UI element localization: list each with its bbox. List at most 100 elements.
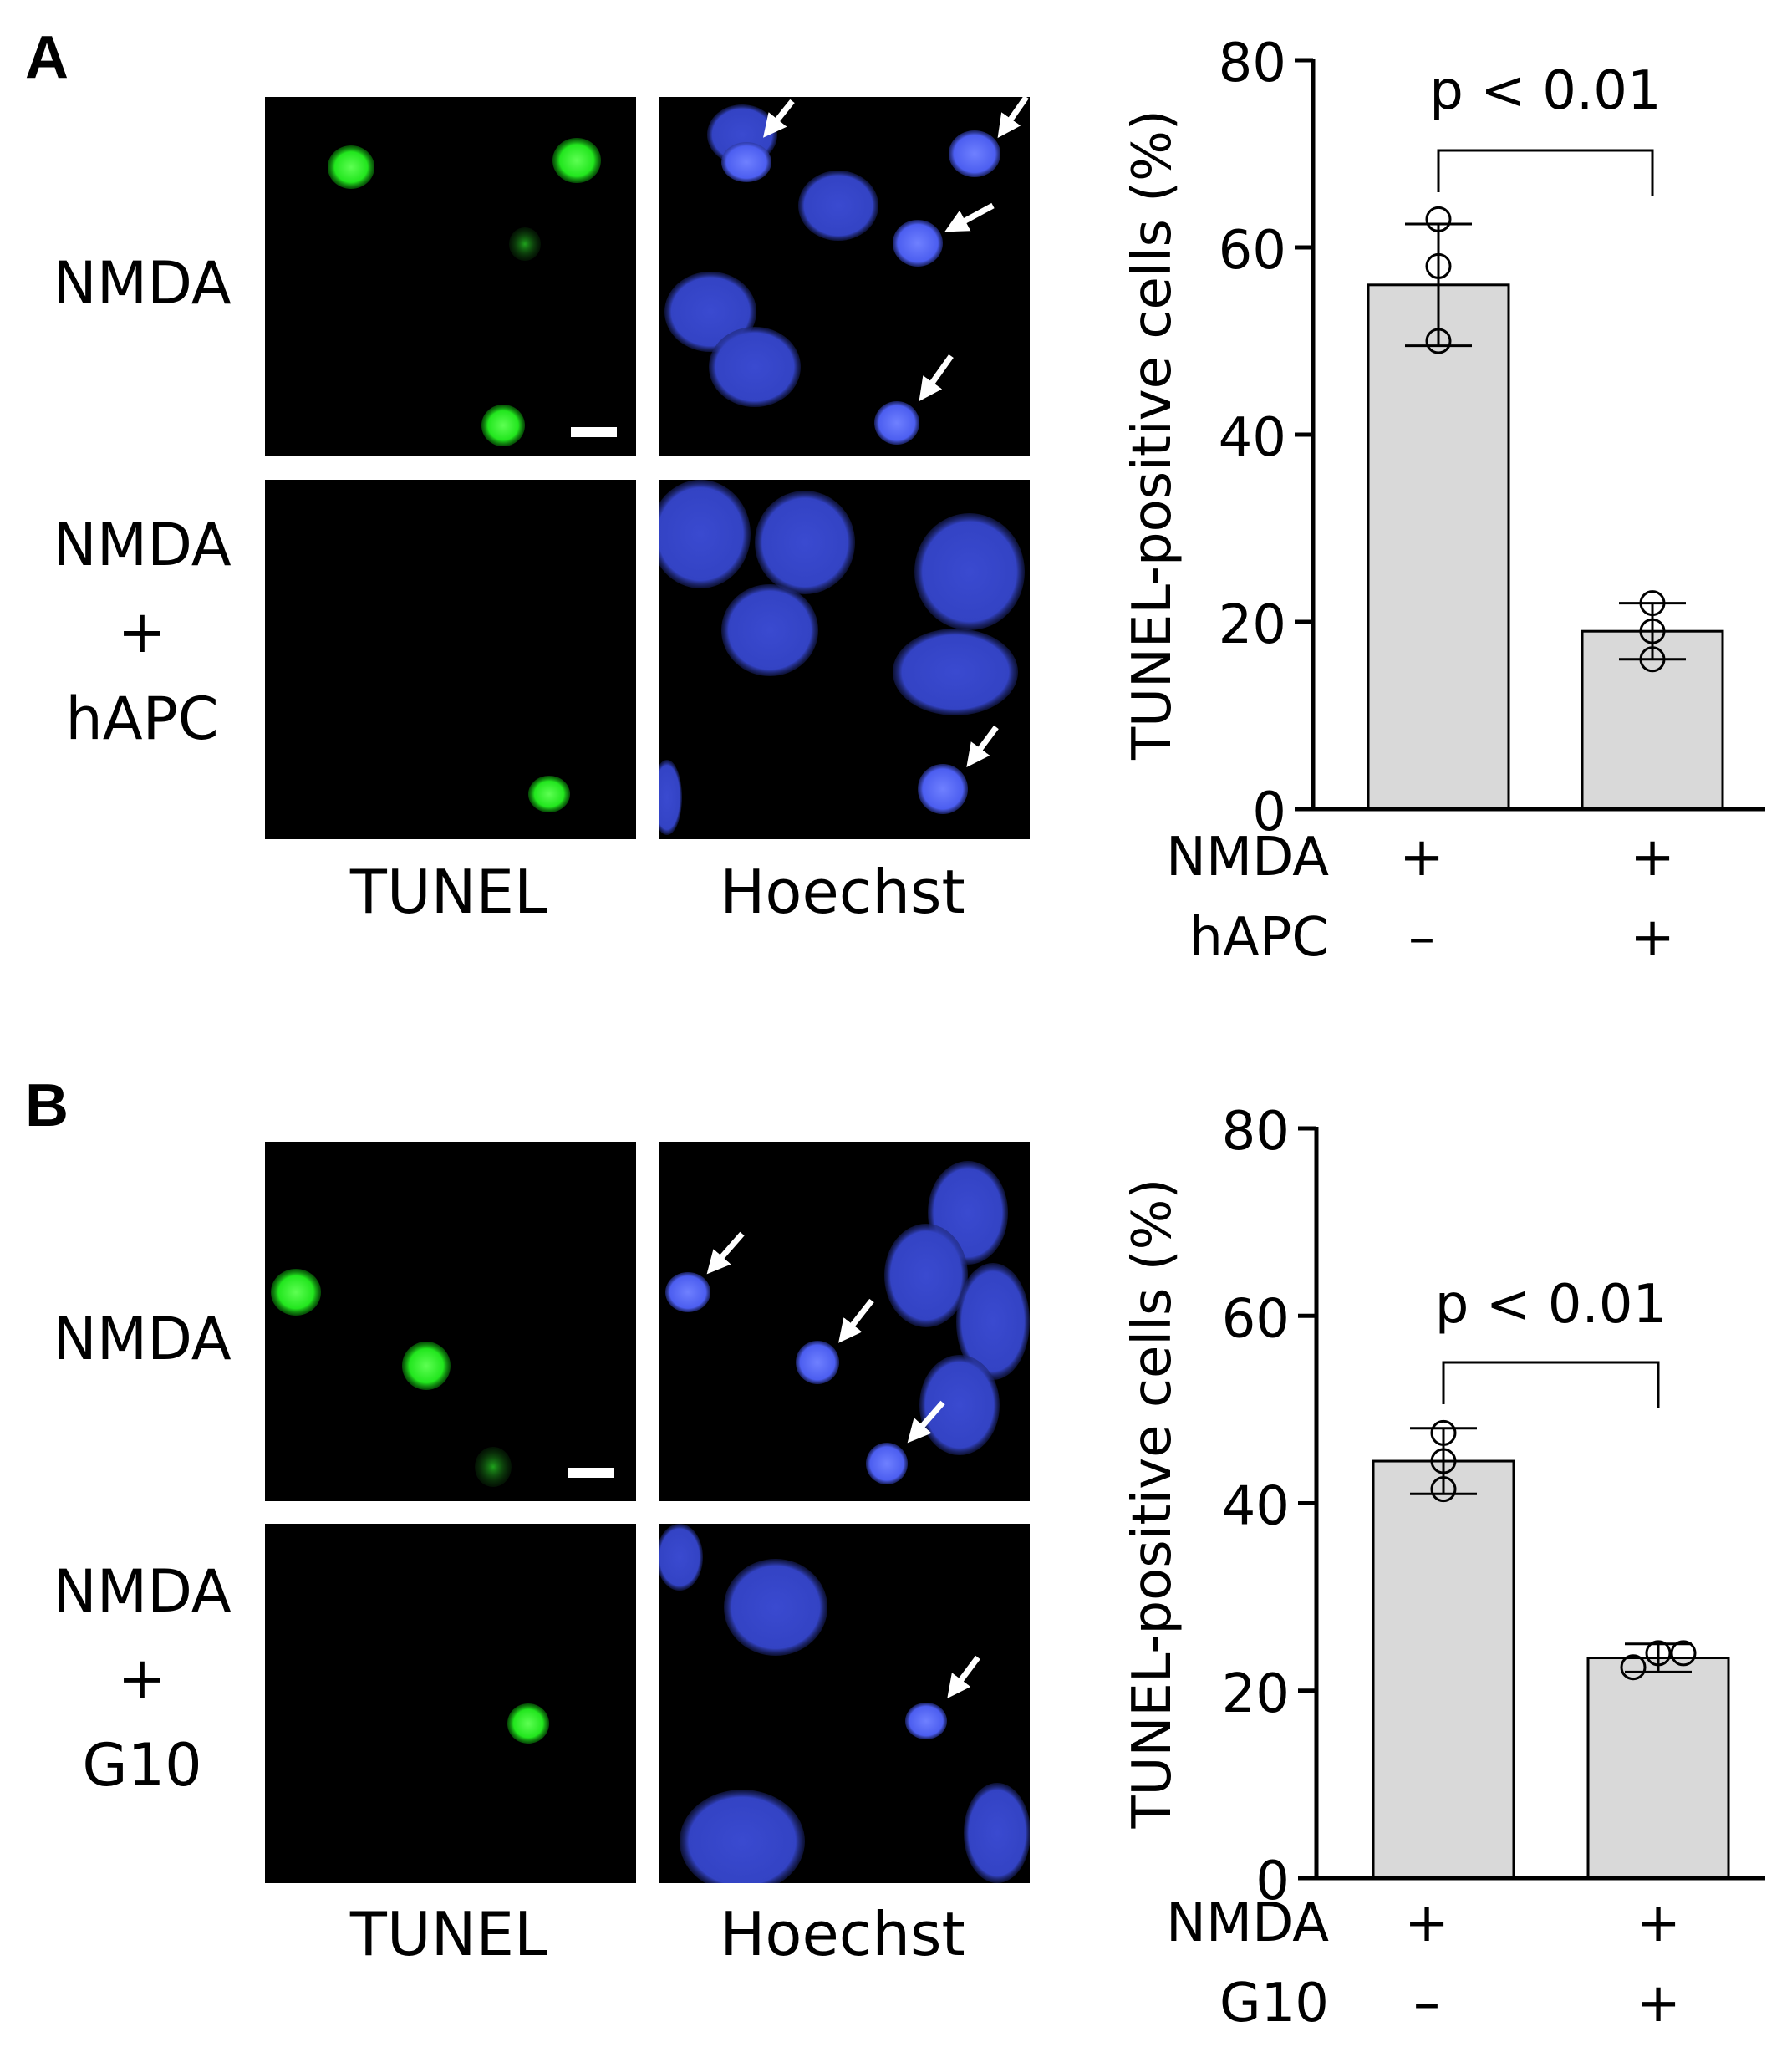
micrograph-b-tunel-nmda-g10 (265, 1524, 636, 1883)
nucleus (659, 760, 682, 835)
micrograph-a-tunel-nmda (265, 97, 636, 456)
nucleus (680, 1790, 805, 1883)
arrow-icon (947, 1655, 980, 1698)
y-tick-label: 40 (1219, 407, 1286, 469)
tunel-positive-nucleus (509, 227, 541, 261)
micrograph-b-hoechst-nmda-g10 (659, 1524, 1030, 1883)
arrow-icon (763, 99, 795, 138)
condition-label-a-row2: NMDA + hAPC (25, 502, 259, 762)
bar (1367, 283, 1510, 811)
y-tick-label: 20 (1222, 1663, 1290, 1725)
data-point (1430, 1476, 1457, 1503)
condition-line: G10 (82, 1731, 202, 1800)
arrow-icon (966, 725, 999, 767)
apoptotic-nucleus (665, 1272, 710, 1312)
nucleus (956, 1263, 1030, 1380)
data-point (1430, 1419, 1457, 1446)
apoptotic-nucleus (874, 401, 919, 445)
y-tick-label: 60 (1222, 1288, 1290, 1350)
data-point (1670, 1640, 1697, 1667)
micrograph-a-hoechst-nmda (659, 97, 1030, 456)
condition-line: hAPC (65, 685, 219, 753)
treatment-label: hAPC (1189, 907, 1329, 969)
y-tick-label: 80 (1219, 33, 1286, 94)
nucleus (724, 1559, 827, 1656)
apoptotic-nucleus (949, 130, 1000, 177)
panel-letter-b: B (25, 1072, 69, 1139)
nucleus (659, 1524, 703, 1591)
image-label-hoechst-a: Hoechst (720, 857, 965, 927)
treatment-mark: – (1413, 1973, 1440, 2034)
data-point (1639, 590, 1666, 617)
micrograph-a-hoechst-nmda-hapc (659, 480, 1030, 839)
micrograph-b-tunel-nmda (265, 1142, 636, 1501)
image-label-hoechst-b: Hoechst (720, 1899, 965, 1969)
treatment-label: G10 (1219, 1973, 1329, 2034)
tunel-positive-nucleus (507, 1703, 549, 1744)
condition-label-b-row2: NMDA + G10 (25, 1548, 259, 1809)
condition-line: NMDA (53, 1305, 232, 1373)
condition-line: + (117, 1644, 167, 1713)
image-label-tunel-b: TUNEL (349, 1899, 548, 1969)
treatment-mark: + (1636, 1892, 1681, 1954)
apoptotic-nucleus (905, 1703, 947, 1739)
tunel-positive-nucleus (481, 405, 525, 446)
arrow-icon (997, 97, 1029, 139)
condition-label-b-row1: NMDA (25, 1296, 259, 1382)
tunel-positive-nucleus (475, 1447, 512, 1487)
data-point (1620, 1654, 1647, 1681)
y-axis-label: TUNEL-positive cells (%) (1122, 109, 1184, 761)
nucleus (914, 513, 1025, 630)
arrow-icon (944, 202, 995, 232)
nucleus (659, 480, 751, 588)
y-tick-label: 0 (1255, 1851, 1290, 1912)
panel-letter-a: A (25, 24, 69, 91)
arrow-icon (706, 1231, 745, 1275)
condition-line: NMDA (53, 249, 232, 318)
condition-line: NMDA (53, 511, 232, 579)
significance-bracket (1437, 149, 1654, 196)
tunel-positive-nucleus (271, 1269, 321, 1316)
data-point (1645, 1640, 1672, 1667)
apoptotic-nucleus (866, 1443, 908, 1484)
treatment-mark: + (1636, 1973, 1681, 2034)
arrow-icon (919, 354, 954, 402)
treatment-mark: + (1404, 1892, 1449, 1954)
data-point (1425, 206, 1452, 232)
micrograph-b-hoechst-nmda (659, 1142, 1030, 1501)
bar (1581, 629, 1724, 811)
arrow-icon (838, 1298, 874, 1343)
condition-line: NMDA (53, 1557, 232, 1626)
data-point (1639, 618, 1666, 644)
data-point (1430, 1448, 1457, 1474)
y-tick-label: 80 (1222, 1101, 1290, 1163)
treatment-mark: + (1630, 907, 1675, 969)
apoptotic-nucleus (796, 1341, 839, 1384)
apoptotic-nucleus (893, 220, 943, 267)
condition-label-a-row1: NMDA (25, 240, 259, 327)
nucleus (755, 491, 855, 594)
p-value-label: p < 0.01 (1429, 60, 1661, 122)
apoptotic-nucleus (918, 764, 968, 814)
scale-bar (571, 427, 617, 437)
nucleus (709, 327, 801, 407)
treatment-mark: + (1399, 827, 1444, 889)
y-axis-label: TUNEL-positive cells (%) (1122, 1179, 1184, 1830)
nucleus (919, 1355, 1000, 1455)
arrow-icon (907, 1400, 945, 1444)
treatment-label: NMDA (1166, 827, 1329, 889)
image-label-tunel-a: TUNEL (349, 857, 548, 927)
nucleus (721, 584, 818, 676)
nucleus (884, 1224, 968, 1327)
significance-bracket (1442, 1361, 1660, 1408)
treatment-label: NMDA (1166, 1892, 1329, 1954)
y-tick-label: 0 (1252, 782, 1286, 843)
y-tick-label: 40 (1222, 1476, 1290, 1538)
treatment-mark: + (1630, 827, 1675, 889)
scale-bar (568, 1468, 614, 1478)
nucleus (893, 629, 1018, 715)
bar (1586, 1657, 1730, 1880)
data-point (1425, 252, 1452, 279)
tunel-positive-nucleus (552, 138, 601, 183)
